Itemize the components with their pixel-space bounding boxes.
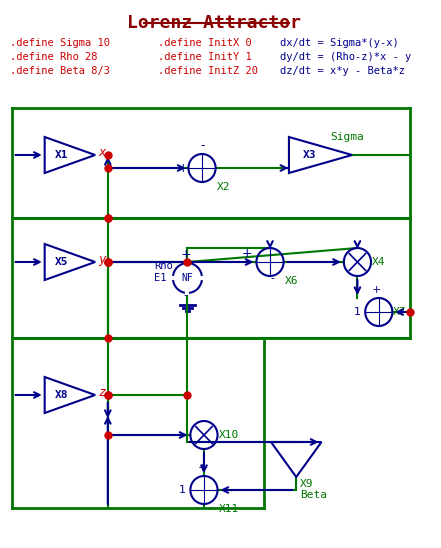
Text: X8: X8 [55, 390, 68, 400]
Text: -: - [201, 139, 205, 152]
Text: 1: 1 [354, 307, 361, 317]
Text: X5: X5 [55, 257, 68, 267]
Text: X2: X2 [217, 182, 230, 192]
Text: +: + [197, 463, 207, 473]
Text: X1: X1 [55, 150, 68, 160]
Text: .define Beta 8/3: .define Beta 8/3 [10, 66, 110, 76]
Text: z: z [98, 386, 105, 399]
Text: X9: X9 [300, 479, 314, 489]
Text: NF: NF [182, 273, 193, 283]
Text: dy/dt = (Rho-z)*x - y: dy/dt = (Rho-z)*x - y [280, 52, 411, 62]
Text: X3: X3 [303, 150, 317, 160]
Text: X11: X11 [219, 504, 239, 514]
Text: .define Rho 28: .define Rho 28 [10, 52, 97, 62]
Text: -: - [183, 290, 187, 300]
Text: .define InitX 0: .define InitX 0 [158, 38, 252, 48]
Text: Lorenz Attractor: Lorenz Attractor [127, 14, 301, 32]
Text: +: + [177, 162, 188, 175]
Text: .define InitZ 20: .define InitZ 20 [158, 66, 258, 76]
Text: X4: X4 [372, 257, 385, 267]
Text: dz/dt = x*y - Beta*z: dz/dt = x*y - Beta*z [280, 66, 405, 76]
Text: X10: X10 [219, 430, 239, 440]
Text: Rho
E1: Rho E1 [154, 261, 173, 283]
Text: y: y [98, 254, 105, 266]
Text: .define InitY 1: .define InitY 1 [158, 52, 252, 62]
Text: .define Sigma 10: .define Sigma 10 [10, 38, 110, 48]
Text: x: x [98, 146, 105, 159]
Text: +: + [372, 285, 381, 295]
Text: -: - [271, 273, 275, 283]
Text: +: + [241, 247, 252, 260]
Text: X6: X6 [284, 276, 298, 286]
Text: Beta: Beta [300, 490, 327, 500]
Text: 1: 1 [179, 485, 186, 495]
Text: Sigma: Sigma [330, 132, 364, 142]
Text: dx/dt = Sigma*(y-x): dx/dt = Sigma*(y-x) [280, 38, 399, 48]
Text: +: + [180, 248, 191, 261]
Text: X7: X7 [393, 307, 407, 317]
